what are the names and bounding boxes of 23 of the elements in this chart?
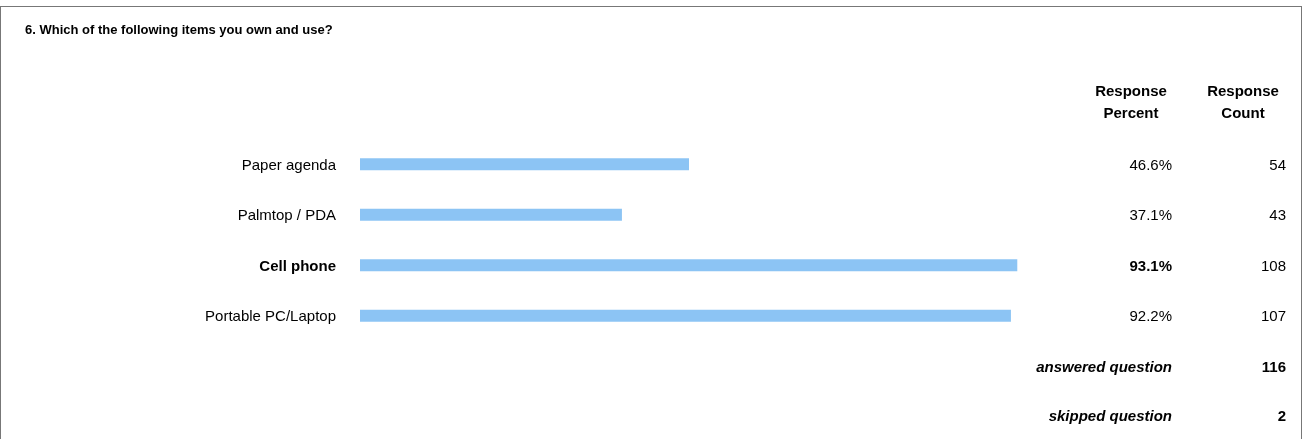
data-label: 93.1%	[1129, 256, 1172, 274]
text: 54	[1269, 155, 1286, 173]
text: 43	[1269, 206, 1286, 224]
data-label: 46.6%	[1129, 155, 1172, 173]
bar	[360, 208, 622, 221]
data-label: 37.1%	[1129, 206, 1172, 224]
text: 6. Which of the following items you own and use?	[25, 22, 333, 37]
bar	[360, 259, 1018, 272]
text: skipped question	[1048, 406, 1172, 424]
text: 108	[1260, 256, 1286, 274]
text: 116	[1261, 357, 1286, 375]
y-tick-label: Palmtop / PDA	[237, 206, 336, 224]
y-tick-label: Paper agenda	[241, 155, 337, 173]
bar	[360, 309, 1011, 322]
y-tick-label: Portable PC/Laptop	[205, 307, 336, 325]
text: answered question	[1036, 357, 1172, 375]
bar	[360, 158, 689, 171]
y-tick-label: Cell phone	[259, 256, 336, 274]
text: 2	[1277, 406, 1286, 424]
data-label: 92.2%	[1129, 307, 1172, 325]
text: 107	[1260, 307, 1286, 325]
text: Response Percent	[1095, 81, 1167, 121]
text: Response Count	[1207, 81, 1279, 121]
